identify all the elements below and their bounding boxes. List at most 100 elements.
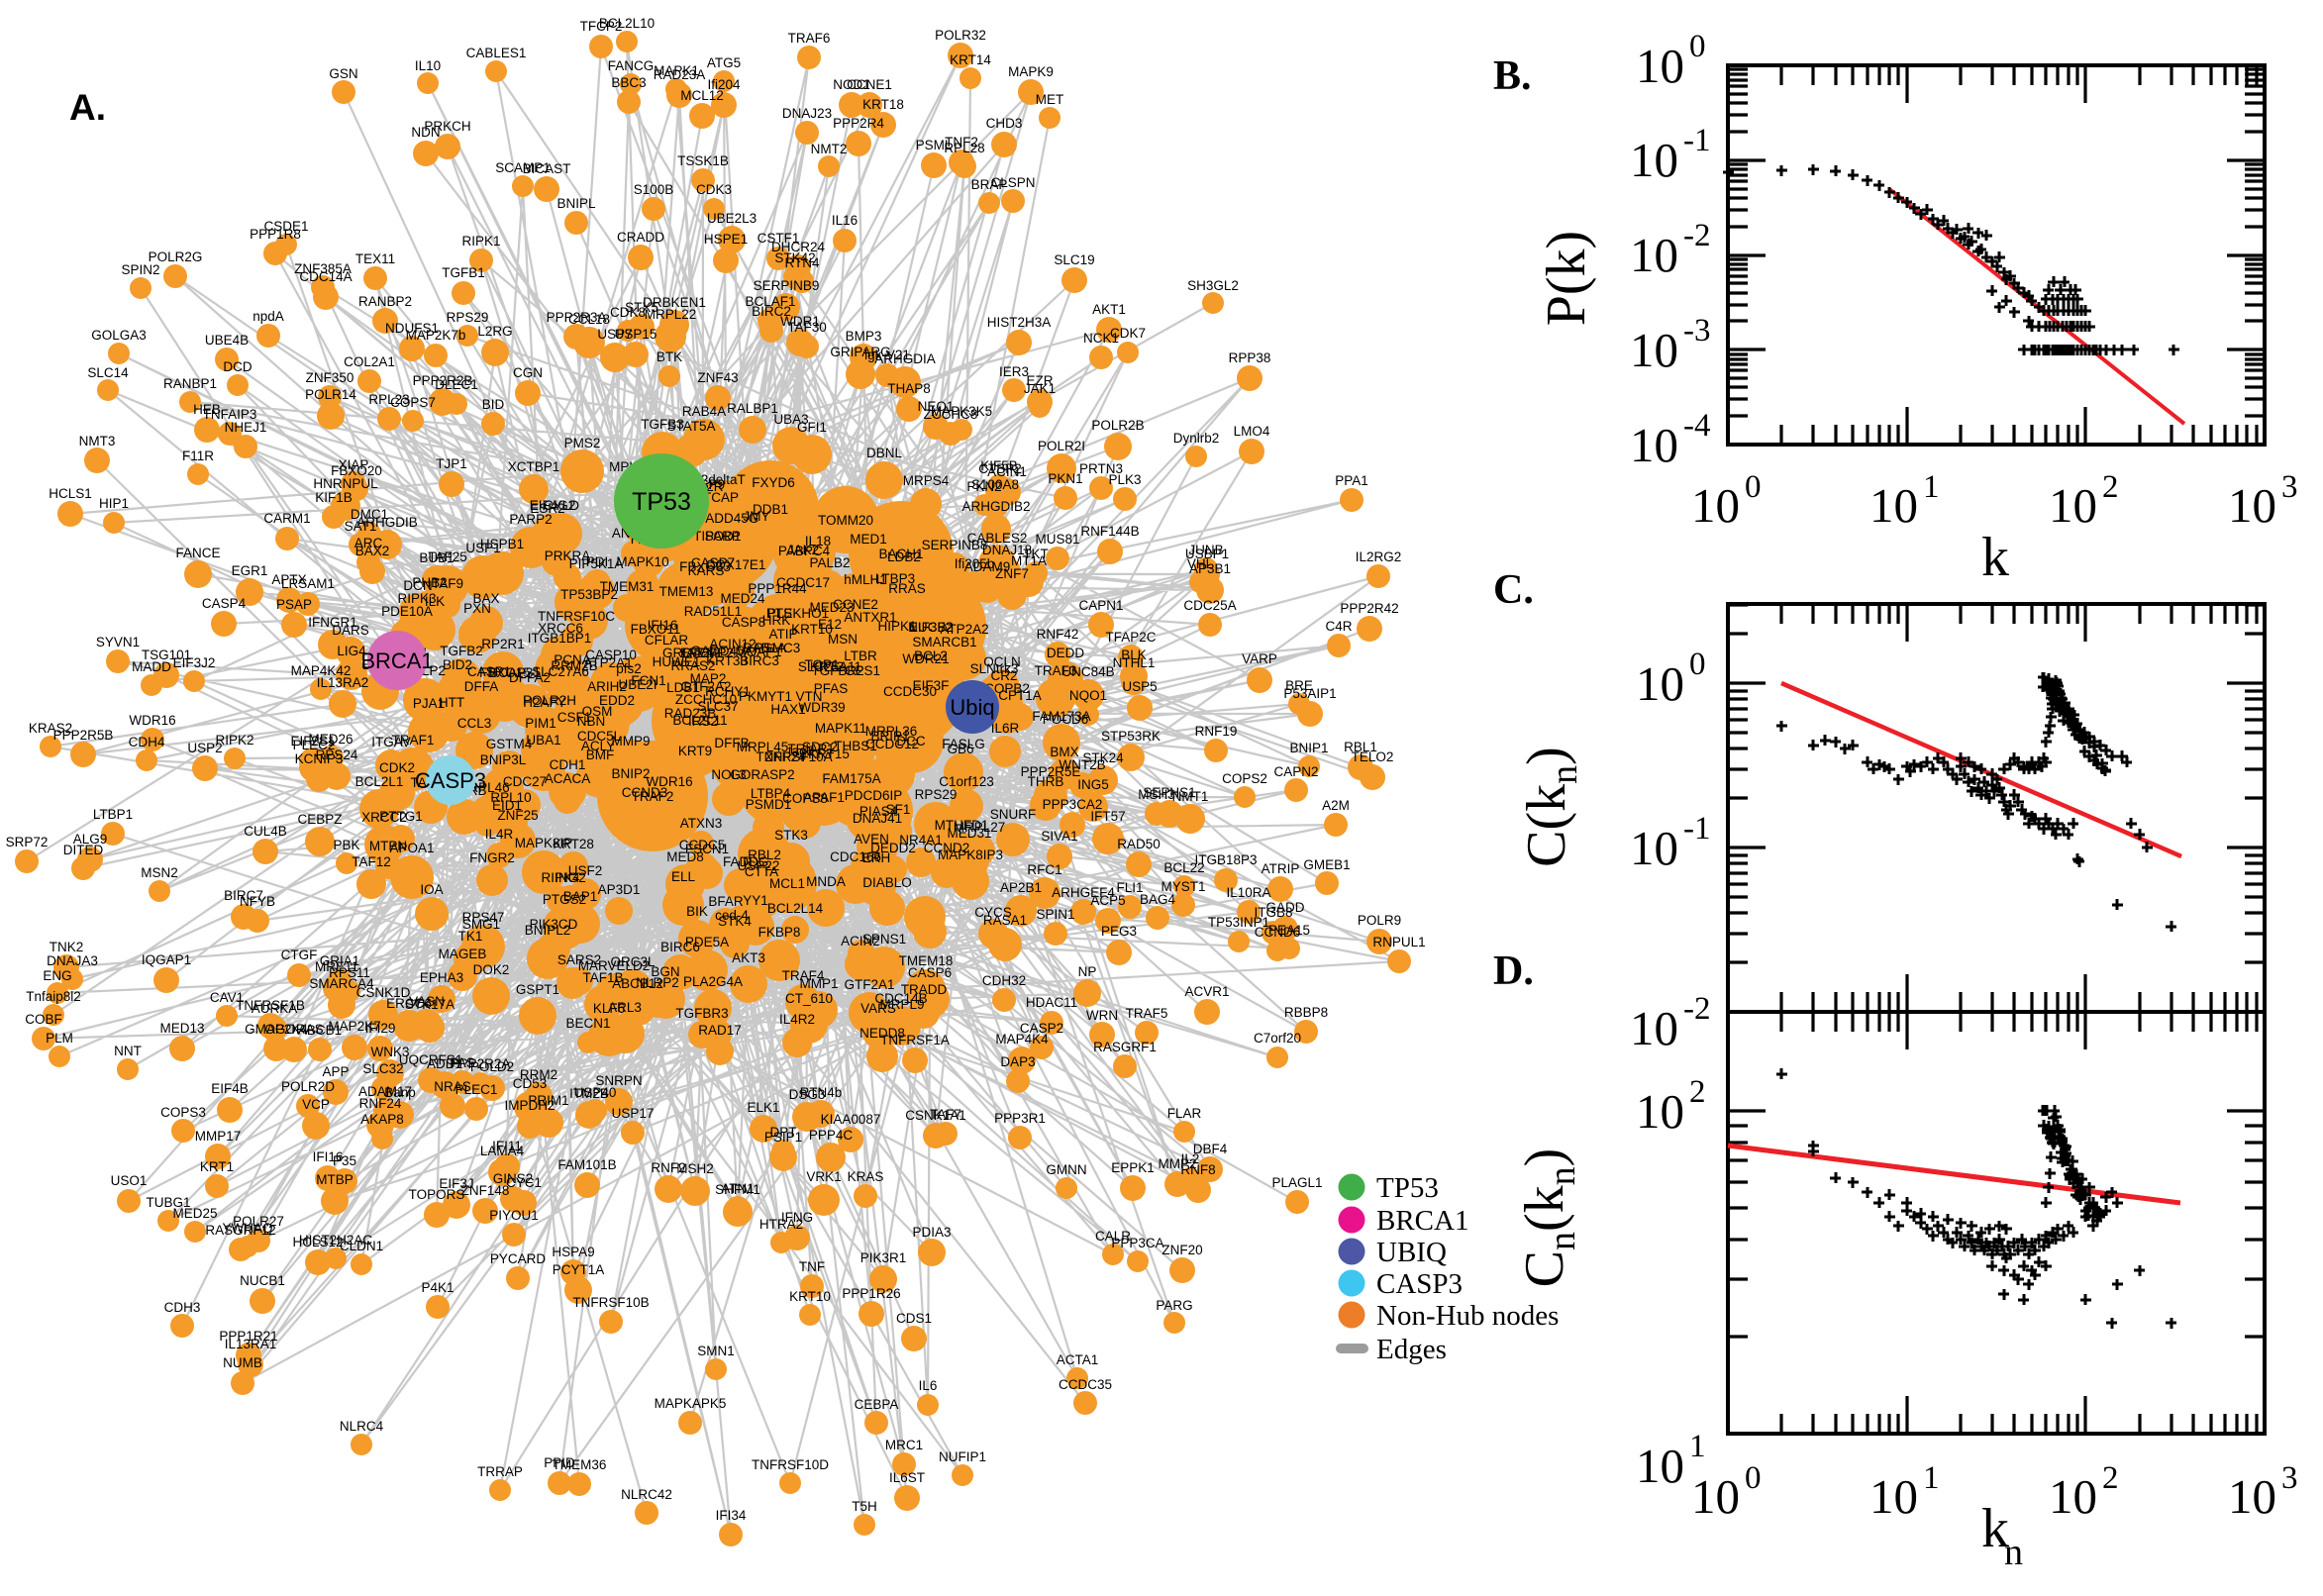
svg-text:GINS2: GINS2 [493,1171,534,1186]
svg-text:STK24: STK24 [1082,750,1124,765]
svg-text:BCL2L10: BCL2L10 [599,16,655,31]
svg-text:PKN2: PKN2 [966,479,1001,494]
svg-text:USF2: USF2 [568,863,603,878]
svg-text:MYST1: MYST1 [1161,879,1205,894]
svg-text:EPHA3: EPHA3 [420,970,463,985]
svg-text:PCYT1A: PCYT1A [553,1262,605,1277]
svg-text:TNFRSF10A: TNFRSF10A [756,749,832,764]
svg-text:MSN: MSN [828,632,858,647]
svg-text:10: 10 [1636,1439,1684,1493]
svg-text:k: k [1981,1498,2009,1559]
svg-text:PPP1R8: PPP1R8 [250,227,301,242]
svg-text:NRAS: NRAS [434,1079,471,1094]
svg-text:MAPK9: MAPK9 [1008,64,1054,79]
svg-text:ARIH2: ARIH2 [587,679,627,694]
svg-text:10: 10 [1636,1084,1684,1139]
svg-text:TKT: TKT [1023,547,1049,561]
svg-text:DCD: DCD [223,359,252,374]
svg-text:MRPL9: MRPL9 [879,997,924,1012]
svg-text:FASLG: FASLG [942,737,985,751]
svg-text:AVEN: AVEN [854,832,889,847]
svg-text:FANCE: FANCE [175,546,220,560]
svg-text:PPP2R5B: PPP2R5B [53,728,114,743]
svg-text:PIYOU1: PIYOU1 [489,1208,539,1223]
svg-text:CALR: CALR [1095,1229,1131,1244]
svg-text:MED13: MED13 [159,1021,204,1036]
svg-text:L2RG: L2RG [477,324,512,339]
svg-text:1: 1 [1689,1429,1706,1464]
svg-text:TUBG1: TUBG1 [146,1195,190,1210]
svg-text:IL4R: IL4R [485,827,514,842]
svg-text:BNIPL: BNIPL [556,196,596,211]
svg-text:MUS81: MUS81 [1035,532,1079,547]
svg-text:ABCB1: ABCB1 [298,1023,342,1038]
svg-text:k: k [1981,527,2009,588]
svg-text:USP1: USP1 [465,541,500,555]
svg-text:SPIN1: SPIN1 [1036,907,1074,922]
svg-text:NLRP2: NLRP2 [636,975,679,990]
svg-text:CDK8: CDK8 [610,305,646,320]
svg-text:EIF3J2: EIF3J2 [173,655,216,670]
svg-text:ARL3: ARL3 [608,1000,642,1015]
svg-text:P4K1: P4K1 [421,1280,454,1295]
svg-text:PPP3CA2: PPP3CA2 [1043,797,1103,812]
svg-text:ENG: ENG [43,968,71,983]
svg-text:CPT1A: CPT1A [998,688,1042,703]
svg-text:ARC: ARC [354,536,383,550]
svg-text:CCNE2: CCNE2 [833,597,878,612]
svg-text:RANBP2: RANBP2 [358,294,412,309]
svg-text:RBL1: RBL1 [1344,740,1377,754]
svg-text:SPNS1: SPNS1 [862,932,906,947]
svg-text:JUNB: JUNB [1188,543,1223,557]
svg-text:T5H: T5H [852,1499,877,1514]
svg-text:CTBP2: CTBP2 [978,461,1022,476]
svg-text:RTN4: RTN4 [784,255,820,270]
svg-text:MAP2K7: MAP2K7 [328,1019,380,1034]
svg-text:TAF1B: TAF1B [582,970,623,985]
svg-text:RPS24: RPS24 [316,748,358,762]
svg-text:IFNG: IFNG [781,1210,813,1225]
svg-text:MMP1: MMP1 [799,976,838,991]
svg-text:SHFM1: SHFM1 [715,1182,760,1197]
svg-text:MRE11: MRE11 [315,959,358,974]
svg-text:ARHGDIB2: ARHGDIB2 [961,499,1030,514]
svg-text:GORASP2: GORASP2 [730,767,794,782]
svg-text:IL10RA: IL10RA [1226,885,1270,900]
svg-text:SLC37: SLC37 [697,699,738,714]
svg-text:RRM2B: RRM2B [551,658,597,673]
svg-text:NNT: NNT [114,1044,142,1058]
svg-text:ATG5: ATG5 [707,55,741,70]
svg-text:IL13RA2: IL13RA2 [317,675,369,690]
svg-text:FAS: FAS [450,1055,475,1070]
svg-text:LRSAM1: LRSAM1 [281,576,335,591]
svg-text:GSTM4: GSTM4 [486,737,533,751]
svg-text:KARS: KARS [688,563,725,578]
svg-text:YY1: YY1 [743,893,768,908]
svg-text:TMEM13: TMEM13 [659,584,714,599]
svg-text:HRK: HRK [762,613,791,628]
svg-text:2: 2 [2102,1460,2119,1496]
svg-text:LMO4: LMO4 [1234,424,1270,439]
svg-text:DRBKEN1: DRBKEN1 [643,295,706,310]
svg-text:POLR27: POLR27 [233,1214,284,1229]
svg-text:P35: P35 [333,1153,356,1168]
svg-text:GPS1: GPS1 [845,663,880,678]
svg-text:OCLN: OCLN [983,654,1021,669]
svg-text:CASP7: CASP7 [691,555,735,570]
svg-text:TNF2: TNF2 [945,135,978,150]
svg-text:CASP10: CASP10 [585,648,637,662]
svg-text:MARVELD2: MARVELD2 [578,958,651,973]
svg-text:CCL18: CCL18 [568,312,610,327]
svg-text:GADD45G: GADD45G [695,511,759,526]
svg-text:IFT57: IFT57 [1090,809,1125,824]
svg-text:PALB2: PALB2 [809,555,850,570]
svg-text:PPP2R4: PPP2R4 [833,116,884,131]
svg-text:XCTBP1: XCTBP1 [508,459,560,474]
svg-text:PRTN3: PRTN3 [1079,461,1123,476]
svg-text:CDK7: CDK7 [1110,326,1146,341]
svg-text:MSN2: MSN2 [141,865,178,880]
svg-text:MAP4K4: MAP4K4 [995,1032,1049,1047]
svg-text:POCD6: POCD6 [1043,712,1089,727]
svg-text:CCDC17: CCDC17 [776,575,830,590]
svg-text:IER3: IER3 [999,364,1029,379]
